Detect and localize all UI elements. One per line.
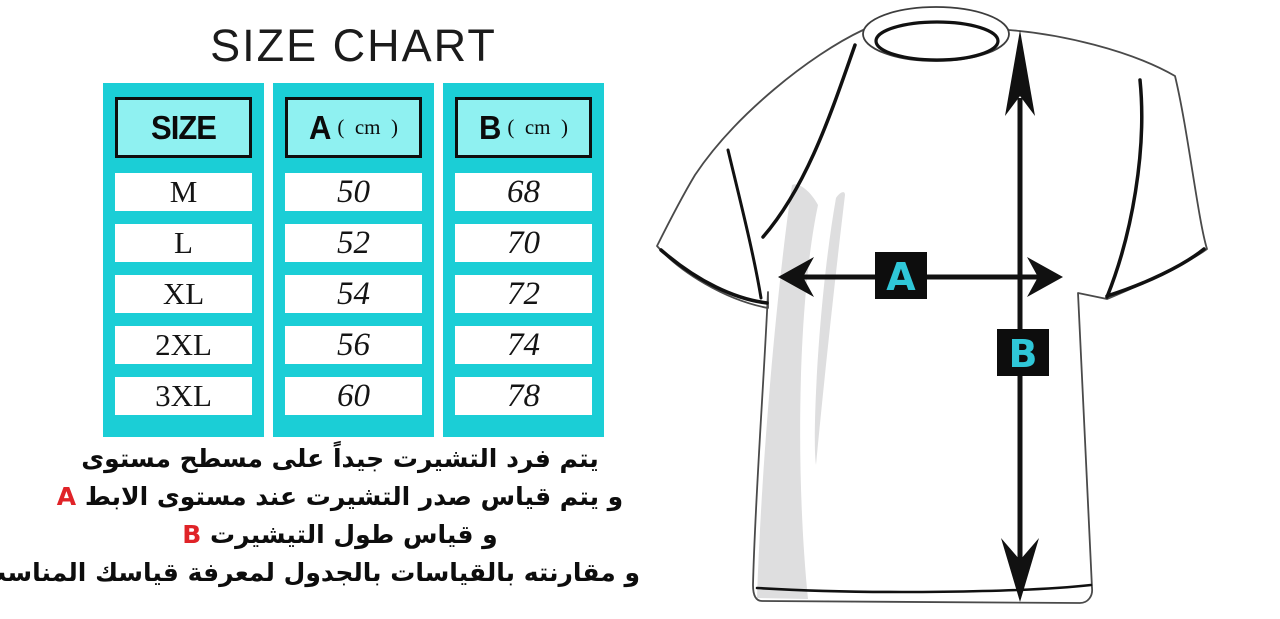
instruction-line-2: و يتم قياس صدر التشيرت عند مستوى الابط A [56,482,624,511]
table-cell-b-3xl: 78 [455,377,592,415]
collar-inner [874,20,1000,62]
table-cell-a-2xl: 56 [285,326,422,364]
table-cell-b-l: 70 [455,224,592,262]
size-header-label: SIZE [151,108,217,146]
tshirt-diagram: A B [640,0,1280,619]
tshirt-illustration: A B [656,6,1208,604]
width-column: A ( cm ) 50 52 54 56 60 [273,83,434,437]
size-column: SIZE M L XL 2XL 3XL [103,83,264,437]
width-column-header: A ( cm ) [285,97,422,158]
instruction-line-3: و قياس طول التيشيرت B [182,520,498,549]
table-cell-size-m: M [115,173,252,211]
label-b-box [997,329,1049,376]
size-column-header: SIZE [115,97,252,158]
width-header-unit: ( cm ) [337,115,399,139]
length-header-label: B [478,108,501,146]
length-column: B ( cm ) 68 70 72 74 78 [443,83,604,437]
right-sleeve-seam [1105,78,1144,299]
table-cell-b-2xl: 74 [455,326,592,364]
length-arrow-head-bottom [1001,538,1039,602]
left-cuff-line [659,248,769,305]
table-cell-a-3xl: 60 [285,377,422,415]
label-a-box [875,252,927,299]
table-cell-size-3xl: 3XL [115,377,252,415]
table-cell-a-l: 52 [285,224,422,262]
instruction-line-4: و مقارنته بالقياسات بالجدول لمعرفة قياسك… [0,558,640,587]
left-shoulder-seam [761,43,857,239]
size-table: SIZE M L XL 2XL 3XL A ( cm ) 50 52 54 56… [103,83,604,437]
table-cell-size-xl: XL [115,275,252,313]
instruction-line-1: يتم فرد التشيرت جيداً على مسطح مستوى [81,444,599,473]
table-cell-a-m: 50 [285,173,422,211]
tshirt-body [656,12,1208,604]
table-cell-b-xl: 72 [455,275,592,313]
table-cell-size-l: L [115,224,252,262]
table-cell-b-m: 68 [455,173,592,211]
label-a-text: A [886,255,916,299]
table-cell-size-2xl: 2XL [115,326,252,364]
length-arrow-head-top [1005,30,1035,116]
chest-arrow-head-left [778,257,814,297]
measurement-instructions: يتم فرد التشيرت جيداً على مسطح مستوى و ي… [0,440,640,592]
right-cuff-line [1105,247,1206,298]
fabric-shading-thin [814,192,845,465]
hem-line [755,583,1093,594]
width-header-label: A [308,108,331,146]
page-title: SIZE CHART [210,20,497,71]
label-b-text: B [1009,332,1038,376]
table-cell-a-xl: 54 [285,275,422,313]
left-armpit-seam [726,148,763,300]
length-header-unit: ( cm ) [507,115,569,139]
chest-marker-a: A [56,482,77,511]
length-marker-b: B [182,520,202,549]
length-column-header: B ( cm ) [455,97,592,158]
chest-arrow-head-right [1027,257,1063,297]
